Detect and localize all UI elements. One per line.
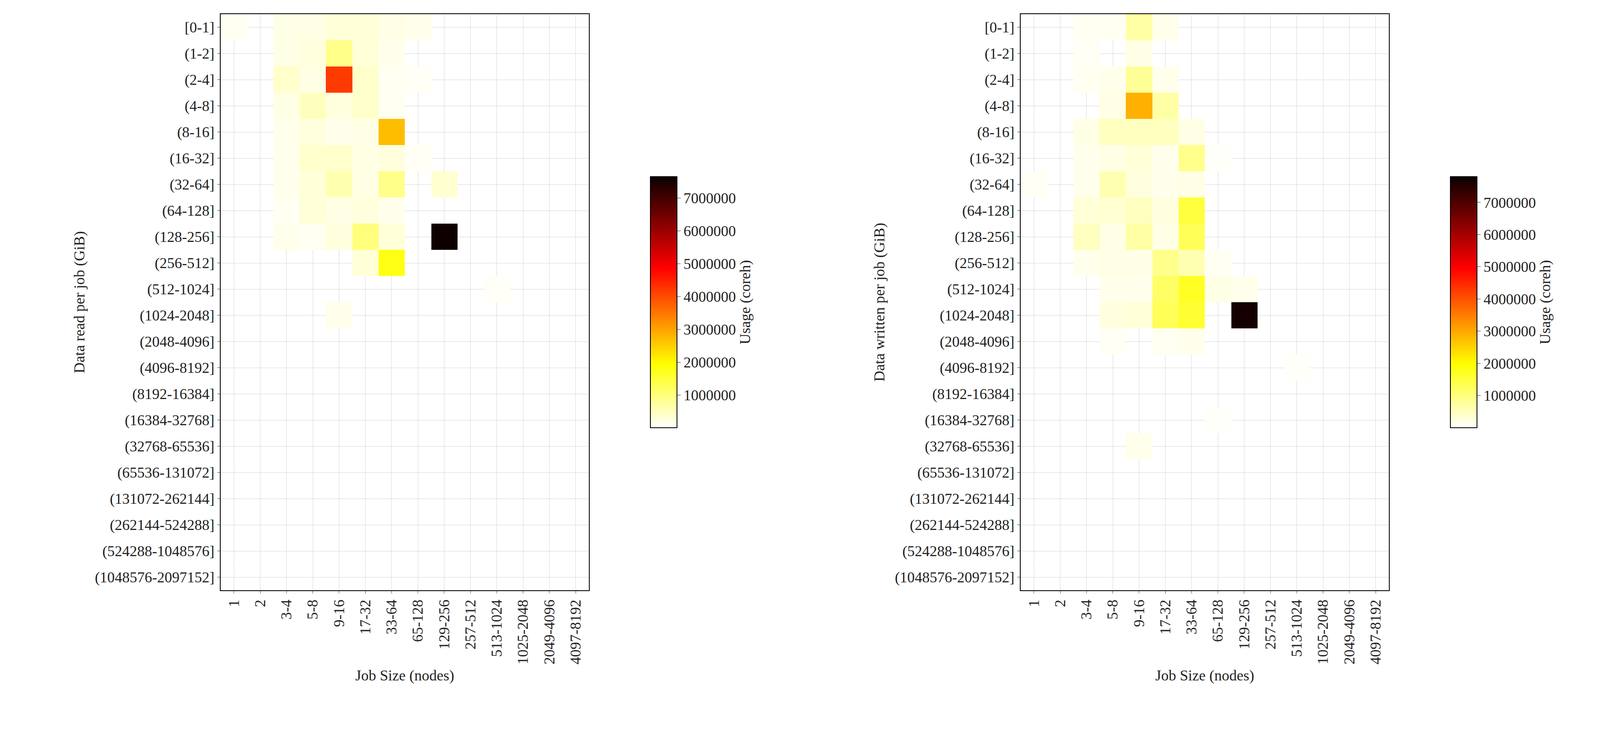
svg-text:(524288-1048576]: (524288-1048576] xyxy=(102,542,215,560)
svg-text:(1048576-2097152]: (1048576-2097152] xyxy=(894,568,1015,586)
svg-text:2049-4096: 2049-4096 xyxy=(541,599,558,665)
svg-text:4097-8192: 4097-8192 xyxy=(1367,599,1384,665)
svg-text:3-4: 3-4 xyxy=(278,599,295,620)
svg-text:2: 2 xyxy=(1051,599,1069,607)
svg-text:(32-64]: (32-64] xyxy=(169,176,215,193)
svg-text:(8192-16384]: (8192-16384] xyxy=(132,385,215,403)
svg-text:(2-4]: (2-4] xyxy=(984,71,1015,89)
svg-text:(16-32]: (16-32] xyxy=(969,150,1015,167)
svg-text:2000000: 2000000 xyxy=(1483,355,1536,372)
svg-text:65-128: 65-128 xyxy=(1209,599,1226,642)
svg-text:17-32: 17-32 xyxy=(356,599,374,635)
svg-text:(16384-32768]: (16384-32768] xyxy=(924,411,1015,429)
svg-text:(8-16]: (8-16] xyxy=(177,123,215,141)
svg-text:65-128: 65-128 xyxy=(409,599,426,642)
svg-text:1025-2048: 1025-2048 xyxy=(1314,599,1332,665)
svg-text:1: 1 xyxy=(225,599,243,607)
svg-text:(65536-131072]: (65536-131072] xyxy=(917,464,1015,481)
svg-text:7000000: 7000000 xyxy=(683,189,736,207)
svg-text:(131072-262144]: (131072-262144] xyxy=(109,490,215,508)
svg-text:513-1024: 513-1024 xyxy=(1288,599,1305,657)
svg-text:(524288-1048576]: (524288-1048576] xyxy=(902,542,1015,560)
svg-text:(4-8]: (4-8] xyxy=(984,97,1015,115)
svg-text:129-256: 129-256 xyxy=(1235,599,1253,650)
svg-text:(8192-16384]: (8192-16384] xyxy=(932,385,1015,403)
svg-text:(1-2]: (1-2] xyxy=(184,45,215,62)
svg-text:9-16: 9-16 xyxy=(330,599,348,627)
svg-text:(65536-131072]: (65536-131072] xyxy=(117,464,215,481)
svg-text:Usage (coreh): Usage (coreh) xyxy=(1536,260,1554,345)
svg-text:Data read per job (GiB): Data read per job (GiB) xyxy=(71,231,88,374)
svg-text:(128-256]: (128-256] xyxy=(954,228,1015,246)
svg-text:(2048-4096]: (2048-4096] xyxy=(939,333,1015,350)
svg-text:(32768-65536]: (32768-65536] xyxy=(924,438,1015,455)
svg-text:(2-4]: (2-4] xyxy=(184,71,215,89)
svg-text:(2048-4096]: (2048-4096] xyxy=(139,333,215,350)
svg-text:(1024-2048]: (1024-2048] xyxy=(939,307,1015,324)
svg-text:4000000: 4000000 xyxy=(1483,290,1536,308)
svg-text:2: 2 xyxy=(251,599,269,607)
svg-text:(262144-524288]: (262144-524288] xyxy=(909,516,1015,534)
svg-text:(262144-524288]: (262144-524288] xyxy=(109,516,215,534)
svg-text:5-8: 5-8 xyxy=(1104,599,1121,620)
svg-text:129-256: 129-256 xyxy=(435,599,453,650)
svg-text:4097-8192: 4097-8192 xyxy=(567,599,584,665)
svg-text:(128-256]: (128-256] xyxy=(154,228,215,246)
svg-text:(4096-8192]: (4096-8192] xyxy=(139,359,215,377)
svg-text:(512-1024]: (512-1024] xyxy=(147,280,215,298)
svg-text:513-1024: 513-1024 xyxy=(488,599,505,657)
svg-text:(16384-32768]: (16384-32768] xyxy=(124,411,215,429)
svg-text:3000000: 3000000 xyxy=(1483,322,1536,340)
svg-text:Job Size (nodes): Job Size (nodes) xyxy=(355,667,455,684)
svg-text:(512-1024]: (512-1024] xyxy=(947,280,1015,298)
svg-text:(32-64]: (32-64] xyxy=(969,176,1015,193)
svg-text:1000000: 1000000 xyxy=(683,386,736,404)
svg-text:(16-32]: (16-32] xyxy=(169,150,215,167)
svg-text:(4096-8192]: (4096-8192] xyxy=(939,359,1015,377)
svg-text:Usage (coreh): Usage (coreh) xyxy=(736,260,754,345)
svg-text:Job Size (nodes): Job Size (nodes) xyxy=(1155,667,1255,684)
svg-text:Data written per job (GiB): Data written per job (GiB) xyxy=(871,222,888,382)
svg-text:(256-512]: (256-512] xyxy=(154,254,215,272)
svg-text:(8-16]: (8-16] xyxy=(977,123,1015,141)
svg-text:(1-2]: (1-2] xyxy=(984,45,1015,62)
svg-text:1: 1 xyxy=(1025,599,1043,607)
svg-text:9-16: 9-16 xyxy=(1130,599,1148,627)
svg-text:257-512: 257-512 xyxy=(462,599,479,650)
svg-text:(4-8]: (4-8] xyxy=(184,97,215,115)
svg-text:33-64: 33-64 xyxy=(1183,599,1200,635)
svg-text:(131072-262144]: (131072-262144] xyxy=(909,490,1015,508)
svg-text:17-32: 17-32 xyxy=(1156,599,1174,635)
svg-text:[0-1]: [0-1] xyxy=(184,19,215,36)
svg-text:(64-128]: (64-128] xyxy=(962,202,1015,220)
svg-text:5000000: 5000000 xyxy=(683,255,736,273)
svg-text:5000000: 5000000 xyxy=(1483,258,1536,276)
svg-text:2000000: 2000000 xyxy=(683,354,736,371)
svg-text:257-512: 257-512 xyxy=(1262,599,1279,650)
svg-text:5-8: 5-8 xyxy=(304,599,321,620)
svg-text:(64-128]: (64-128] xyxy=(162,202,215,220)
svg-text:6000000: 6000000 xyxy=(683,222,736,240)
svg-text:(256-512]: (256-512] xyxy=(954,254,1015,272)
svg-text:1025-2048: 1025-2048 xyxy=(514,599,532,665)
svg-text:3000000: 3000000 xyxy=(683,321,736,338)
svg-text:7000000: 7000000 xyxy=(1483,194,1536,212)
svg-text:6000000: 6000000 xyxy=(1483,226,1536,244)
svg-text:3-4: 3-4 xyxy=(1078,599,1095,620)
svg-text:2049-4096: 2049-4096 xyxy=(1341,599,1358,665)
svg-text:33-64: 33-64 xyxy=(383,599,400,635)
svg-text:(32768-65536]: (32768-65536] xyxy=(124,438,215,455)
svg-text:1000000: 1000000 xyxy=(1483,387,1536,404)
svg-text:(1024-2048]: (1024-2048] xyxy=(139,307,215,324)
svg-text:[0-1]: [0-1] xyxy=(984,19,1015,36)
svg-text:(1048576-2097152]: (1048576-2097152] xyxy=(94,568,215,586)
svg-text:4000000: 4000000 xyxy=(683,288,736,306)
